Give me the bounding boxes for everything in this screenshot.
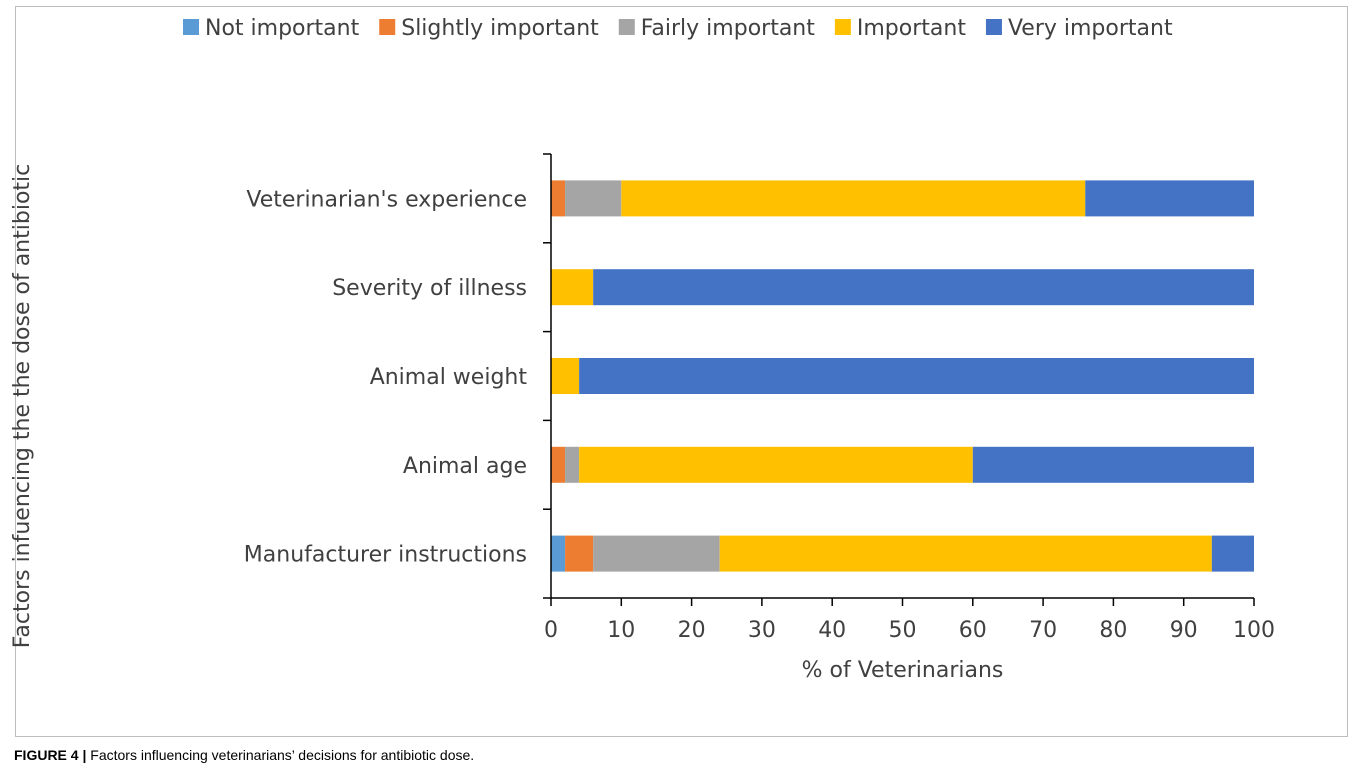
category-label: Animal age	[403, 454, 527, 479]
legend-label-slightly-important: Slightly important	[401, 16, 599, 41]
bars	[551, 180, 1254, 572]
bar-veterinarian-s-experience-fairly-important	[565, 180, 622, 217]
x-tick-label: 10	[607, 618, 635, 643]
legend-label-very-important: Very important	[1008, 16, 1173, 41]
legend-swatch-important	[834, 19, 851, 35]
legend-swatch-slightly-important	[379, 19, 396, 35]
x-tick-label: 40	[818, 618, 846, 643]
x-tick-label: 0	[544, 618, 558, 643]
legend: Not important Slightly important Fairly im…	[183, 16, 1173, 41]
legend-label-fairly-important: Fairly important	[641, 16, 815, 41]
bar-veterinarian-s-experience-important	[621, 180, 1086, 217]
legend-label-important: Important	[857, 16, 966, 41]
bar-manufacturer-instructions-very-important	[1211, 535, 1254, 572]
bar-animal-weight-important	[551, 358, 580, 394]
legend-swatch-very-important	[985, 19, 1002, 35]
bar-animal-age-very-important	[972, 446, 1254, 483]
x-tick-label: 60	[959, 618, 987, 643]
x-tick-label: 30	[748, 618, 776, 643]
bar-severity-of-illness-very-important	[593, 269, 1254, 306]
x-tick-label: 80	[1099, 618, 1127, 643]
legend-label-not-important: Not important	[205, 16, 360, 41]
caption-label: FIGURE 4 |	[14, 747, 87, 763]
legend-swatch-not-important	[183, 19, 199, 35]
category-label: Manufacturer instructions	[244, 543, 527, 568]
chart: Not important Slightly important Fairly im…	[10, 16, 1275, 683]
legend-swatch-fairly-important	[618, 19, 635, 35]
x-tick-label: 70	[1029, 618, 1057, 643]
bar-veterinarian-s-experience-slightly-important	[551, 180, 566, 217]
x-tick-label: 100	[1233, 618, 1275, 643]
bar-veterinarian-s-experience-very-important	[1085, 180, 1254, 217]
bar-animal-age-important	[579, 446, 973, 483]
x-tick-label: 20	[678, 618, 706, 643]
figure-caption: FIGURE 4 | Factors influencing veterinar…	[14, 747, 474, 763]
category-label: Severity of illness	[332, 276, 527, 301]
x-tick-label: 50	[889, 618, 917, 643]
bar-animal-weight-very-important	[579, 358, 1254, 394]
y-axis-title: Factors infuencing the the dose of antib…	[10, 164, 35, 648]
bar-animal-age-fairly-important	[565, 446, 580, 483]
category-label: Veterinarian's experience	[246, 187, 527, 212]
figure-frame	[15, 6, 1348, 737]
bar-manufacturer-instructions-not-important	[551, 535, 566, 572]
bar-manufacturer-instructions-important	[719, 535, 1212, 572]
bar-animal-age-slightly-important	[551, 446, 566, 483]
bar-severity-of-illness-important	[551, 269, 594, 306]
x-tick-label: 90	[1170, 618, 1198, 643]
x-axis-title: % of Veterinarians	[802, 658, 1004, 683]
category-label: Animal weight	[370, 365, 528, 390]
bar-manufacturer-instructions-fairly-important	[593, 535, 720, 572]
caption-text: Factors influencing veterinarians’ decis…	[90, 747, 475, 763]
bar-manufacturer-instructions-slightly-important	[565, 535, 594, 572]
axes: Veterinarian's experience Severity of ill…	[244, 153, 1275, 643]
